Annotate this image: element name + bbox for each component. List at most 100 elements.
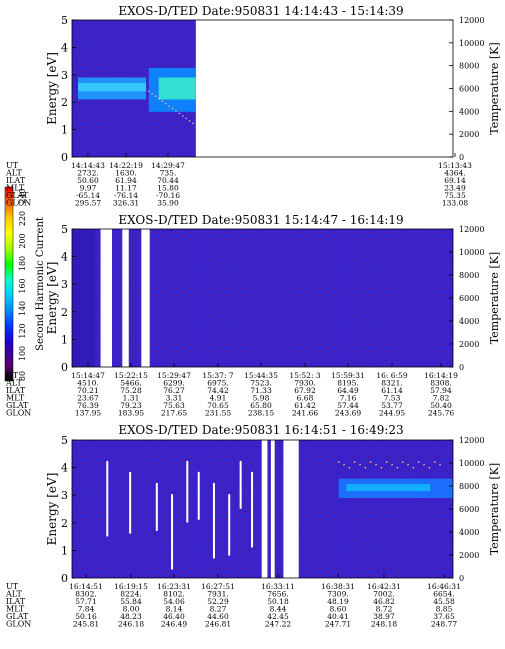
table-cell: 241.66 [292,409,318,418]
y2-tick-label: 8000 [459,271,479,280]
table-cell: 7.84 [78,605,95,614]
temperature-point [171,107,174,110]
temperature-point [158,97,160,100]
y2-tick-label: 10000 [459,459,484,468]
colorbar-label: Second Harmonic Current [35,217,46,351]
y-tick-label: 0 [61,361,68,374]
table-cell: 735. [160,169,177,178]
table-row-label: GLON [6,620,31,629]
table-row-label: ALT [5,590,22,599]
temperature-point [343,464,345,466]
y2-tick-label: 8000 [459,62,479,71]
table-cell: 7002. [373,590,394,599]
table-cell: 79.23 [120,401,142,410]
table-cell: 69.14 [444,176,466,185]
table-cell: 46.82 [373,597,395,606]
heatmap-strip [72,229,95,367]
table-row-label: MLT [6,184,25,193]
table-cell: 61.42 [294,401,316,410]
table-cell: 7.53 [384,394,401,403]
y-tick-label: 1 [61,544,68,557]
table-cell: 16:23:31 [157,582,191,591]
table-cell: 54.06 [163,597,185,606]
table-row-label: ILAT [6,386,26,395]
table-cell: 217.65 [161,409,187,418]
table-cell: 70.44 [157,176,179,185]
chart-title: EXOS-D/TED Date:950831 16:14:51 - 16:49:… [118,423,403,437]
table-cell: 246.49 [161,620,187,629]
table-cell: 9.97 [80,184,97,193]
chart-title: EXOS-D/TED Date:950831 14:14:43 - 15:14:… [118,4,403,18]
orbit-info-table: UT 15:14:47 15:22:15 15:29:47 15:37: 7 15:44:… [5,371,458,418]
table-cell: 4510. [77,379,98,388]
heatmap-band-core [78,83,147,92]
table-cell: 6299. [163,379,184,388]
y-axis-label: Energy [eV] [45,473,59,546]
y-tick-label: 0 [61,572,68,585]
table-cell: 7656. [267,590,288,599]
table-cell: 183.95 [118,409,144,418]
y-tick-label: 0 [61,151,68,164]
table-cell: 16:38:31 [321,582,355,591]
temperature-point [175,110,177,112]
heatmap-data-region [72,229,453,367]
y-tick-label: 4 [61,41,68,54]
y2-tick-label: 10000 [459,248,484,257]
temperature-point [417,461,420,463]
colorbar-tick-label: 120 [18,323,27,338]
y-tick-label: 1 [61,124,68,137]
table-row-label: GLAT [6,191,29,200]
y2-axis-label: Temperature [K] [488,42,501,134]
table-cell: 7309. [327,590,348,599]
data-dropout [212,482,215,559]
table-cell: 40.41 [327,612,348,621]
table-cell: 231.55 [205,409,231,418]
table-cell: 67.92 [294,386,316,395]
chart-panel-1: EXOS-D/TED Date:950831 14:14:43 - 15:14:… [5,4,501,208]
table-cell: 8321. [381,379,402,388]
temperature-point [178,112,181,115]
colorbar-tick-label: 240 [18,188,27,203]
table-cell: 4.91 [210,394,227,403]
table-cell: 5.98 [253,394,270,403]
colorbar-tick-label: 100 [18,346,27,361]
table-cell: 243.69 [335,409,361,418]
table-cell: 246.81 [205,620,231,629]
y-tick-label: 5 [61,223,68,236]
table-cell: 64.49 [337,386,359,395]
temperature-point [359,464,361,466]
y2-tick-label: 0 [459,574,464,583]
table-cell: 15.80 [157,184,179,193]
table-cell: 16:19:15 [114,582,148,591]
table-row-label: ILAT [6,176,26,185]
table-cell: 14:22:19 [109,161,143,170]
table-cell: 248.18 [371,620,397,629]
temperature-point [439,464,441,466]
table-cell: 133.08 [442,199,468,208]
data-gap [141,229,150,367]
table-cell: 8.44 [270,605,287,614]
temperature-point [164,102,167,105]
table-cell: 15:59:31 [331,371,365,380]
table-cell: 244.95 [379,409,405,418]
y-tick-label: 2 [61,517,68,530]
y-tick-label: 2 [61,306,68,319]
temperature-point [391,464,393,466]
table-cell: 5466. [120,379,141,388]
y-tick-label: 3 [61,278,68,291]
y2-tick-label: 6000 [459,85,479,94]
table-cell: 248.77 [431,620,457,629]
heatmap-band-core [346,484,431,492]
table-cell: 326.31 [113,199,139,208]
colorbar-tick-label: 220 [18,211,27,226]
temperature-point [401,461,404,463]
table-cell: 4364. [444,169,465,178]
table-cell: 35.90 [157,199,179,208]
table-cell: 16:27:51 [201,582,235,591]
data-dropout [106,460,109,537]
temperature-point [337,461,340,463]
data-dropout [197,471,200,521]
table-cell: 38.97 [373,612,395,621]
y2-tick-label: 2000 [459,130,479,139]
table-cell: 7930. [294,379,315,388]
